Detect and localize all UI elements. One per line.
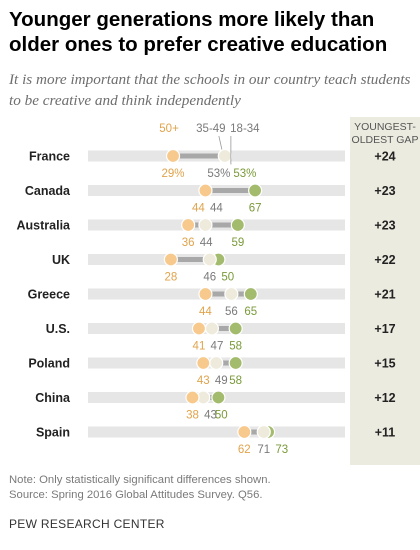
dot-35-49 — [198, 217, 213, 233]
country-label: China — [35, 391, 71, 405]
dot-50-plus — [185, 390, 200, 405]
dot-35-49 — [256, 424, 271, 440]
org-credit: PEW RESEARCH CENTER — [9, 517, 165, 531]
legend-label-35-49: 35-49 — [196, 123, 225, 135]
value-label-35-49: 71 — [257, 444, 270, 456]
value-label-50-plus: 38 — [186, 410, 199, 422]
gap-column-background — [350, 117, 420, 465]
value-label-18-34: 50 — [221, 272, 234, 284]
value-label-18-34: 59 — [231, 237, 244, 249]
legend-leader-35-49 — [218, 135, 223, 150]
value-label-18-34: 67 — [249, 203, 262, 215]
dot-35-49 — [224, 286, 239, 302]
country-label: Spain — [36, 426, 70, 440]
value-label-50-plus: 29% — [162, 168, 185, 180]
dot-50-plus — [196, 355, 211, 371]
gap-value: +15 — [374, 357, 395, 371]
country-label: U.S. — [46, 322, 70, 336]
dot-50-plus — [198, 183, 213, 198]
dot-18-34 — [211, 390, 226, 405]
value-label-50-plus: 62 — [238, 444, 251, 456]
chart-note: Note: Only statistically significant dif… — [9, 474, 271, 486]
country-label: France — [29, 150, 70, 164]
value-label-18-34: 73 — [275, 444, 288, 456]
dot-50-plus — [237, 424, 252, 440]
country-label: Greece — [28, 288, 70, 302]
chart-source: Source: Spring 2016 Global Attitudes Sur… — [9, 489, 263, 501]
value-label-18-34: 53% — [233, 168, 256, 180]
legend-label-50-plus: 50+ — [159, 123, 179, 135]
value-label-18-34: 58 — [229, 375, 242, 387]
country-label: UK — [52, 253, 70, 267]
gap-value: +12 — [374, 391, 395, 405]
country-label: Australia — [17, 219, 72, 233]
gap-value: +11 — [375, 426, 396, 440]
dot-18-34 — [248, 183, 263, 198]
dot-18-34 — [243, 286, 258, 302]
value-label-35-49: 44 — [210, 203, 223, 215]
gap-value: +21 — [374, 288, 395, 302]
gap-value: +23 — [374, 219, 395, 233]
value-label-35-49: 47 — [211, 341, 224, 353]
dot-35-49 — [217, 148, 232, 164]
gap-column-header: YOUNGEST-OLDEST GAP — [351, 121, 419, 146]
dot-50-plus — [163, 252, 178, 267]
row-band — [88, 426, 345, 438]
gap-value: +17 — [374, 322, 395, 336]
value-label-35-49: 56 — [225, 306, 238, 318]
page-title: Younger generations more likely than old… — [9, 8, 388, 56]
value-label-18-34: 65 — [244, 306, 257, 318]
country-label: Canada — [25, 184, 71, 198]
dot-50-plus — [181, 217, 196, 233]
gap-value: +22 — [374, 253, 395, 267]
value-label-35-49: 46 — [203, 272, 216, 284]
dot-50-plus — [165, 148, 181, 164]
dot-18-34 — [230, 217, 245, 233]
value-label-50-plus: 28 — [164, 272, 177, 284]
value-label-50-plus: 44 — [192, 203, 205, 215]
legend-leader-18-34 — [230, 136, 232, 165]
value-label-18-34: 58 — [229, 341, 242, 353]
value-label-35-49: 44 — [200, 237, 213, 249]
value-label-50-plus: 41 — [193, 341, 206, 353]
value-label-50-plus: 36 — [182, 237, 195, 249]
value-label-50-plus: 43 — [197, 375, 210, 387]
page-subtitle: It is more important that the schools in… — [9, 71, 411, 109]
value-label-50-plus: 44 — [199, 306, 212, 318]
dot-18-34 — [228, 355, 243, 371]
dot-50-plus — [198, 286, 213, 302]
legend-label-18-34: 18-34 — [230, 123, 260, 135]
country-label: Poland — [28, 357, 70, 371]
value-label-35-49: 53% — [207, 168, 230, 180]
value-label-35-49: 49 — [215, 375, 228, 387]
gap-value: +24 — [374, 150, 395, 164]
dot-35-49 — [209, 355, 224, 371]
gap-value: +23 — [374, 184, 395, 198]
dot-18-34 — [228, 321, 243, 336]
dot-35-49 — [202, 252, 217, 267]
value-label-18-34: 50 — [215, 410, 228, 422]
value-label-35-49: 43 — [204, 410, 217, 422]
dot-50-plus — [191, 321, 207, 336]
dot-35-49 — [204, 321, 220, 336]
